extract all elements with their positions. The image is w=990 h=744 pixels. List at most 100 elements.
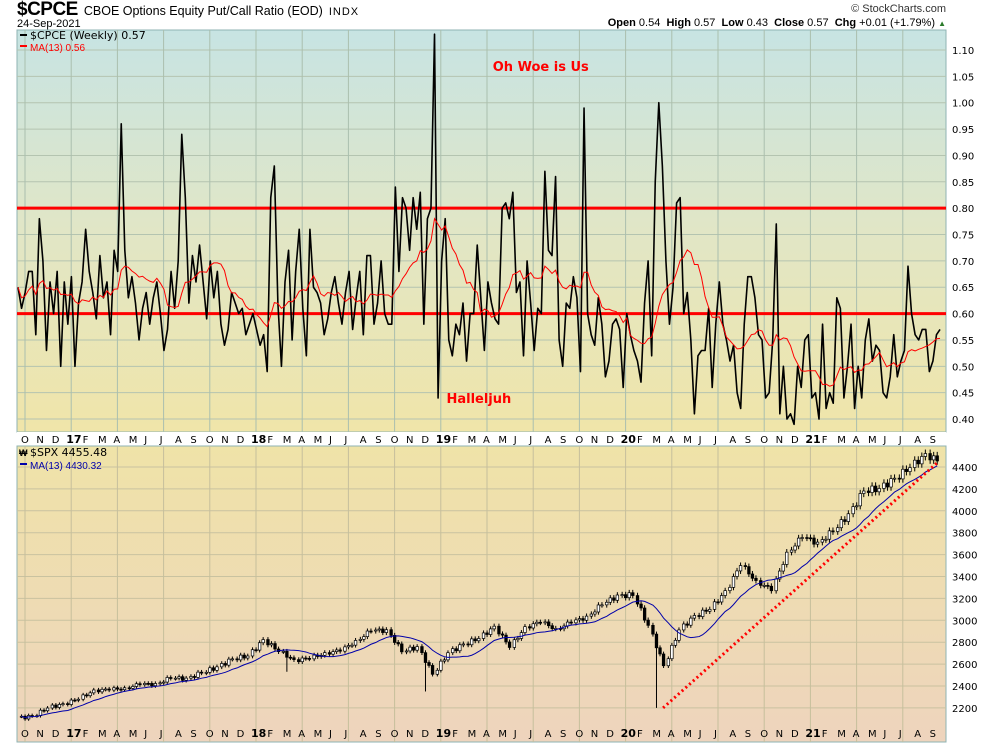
legend-cpce: $CPCE (Weekly) 0.57 [30, 29, 146, 42]
month-label: J [143, 435, 147, 446]
spx-bar [892, 477, 897, 480]
month-label: J [513, 435, 517, 446]
spx-bar [227, 658, 231, 666]
y-tick-label: 3600 [952, 551, 977, 562]
month-label: J [528, 729, 532, 740]
spx-bar [338, 649, 342, 652]
spx-bar [543, 621, 547, 624]
spx-bar [362, 636, 366, 640]
spx-bar [631, 592, 635, 596]
month-label: O [21, 729, 29, 740]
month-label: S [560, 729, 566, 740]
month-label: M [98, 729, 107, 740]
month-label: F [267, 729, 273, 740]
month-label: J [713, 729, 717, 740]
spx-bar [466, 643, 470, 646]
spx-bar [138, 683, 142, 686]
cpce-line [17, 33, 941, 426]
y-tick-label: 0.50 [952, 362, 974, 373]
spx-bar [815, 541, 820, 545]
spx-bar [627, 592, 631, 599]
spx-bar [327, 652, 332, 655]
spx-bar [208, 667, 212, 673]
month-label: A [360, 729, 367, 740]
spx-bar [369, 630, 373, 633]
spx-bar [774, 578, 778, 592]
spx-bar [173, 677, 178, 680]
spx-bar [389, 629, 393, 636]
y-tick-label: 0.55 [952, 336, 974, 347]
spx-bar [439, 660, 443, 671]
chg-label: Chg [834, 17, 857, 29]
y-tick-label: 4400 [952, 463, 977, 474]
month-label: N [776, 729, 783, 740]
spx-bar [673, 639, 678, 646]
month-label: A [175, 729, 182, 740]
legend-swatch-cpce [20, 34, 27, 36]
spx-bar [103, 688, 108, 691]
spx-bar [477, 638, 481, 642]
spx-bar [855, 505, 859, 508]
spx-bar [304, 657, 308, 660]
month-label: S [560, 435, 566, 446]
month-label: D [52, 435, 60, 446]
spx-bar [615, 594, 620, 601]
spx-bar [785, 551, 789, 565]
spx-bar [913, 459, 917, 468]
month-label: J [328, 435, 332, 446]
month-label: A [298, 729, 305, 740]
spx-bar [134, 683, 139, 687]
y-tick-label: 0.45 [952, 389, 974, 400]
spx-bar [728, 587, 732, 591]
spx-bar [374, 629, 378, 632]
spx-bar [100, 688, 104, 693]
spx-bar [858, 493, 862, 507]
spx-bar [635, 595, 640, 605]
year-label: 19 [436, 433, 451, 446]
month-label: F [822, 435, 828, 446]
spx-bar [793, 545, 797, 551]
month-label: A [729, 435, 736, 446]
spx-bar [107, 688, 111, 691]
spx-bar [420, 646, 424, 653]
month-label: N [221, 729, 228, 740]
y-tick-label: 0.80 [952, 204, 974, 215]
month-label: N [591, 729, 598, 740]
spx-bar [620, 594, 624, 596]
month-label: J [159, 729, 163, 740]
legend-swatch-ma-blue [20, 463, 27, 465]
spx-bar [935, 455, 939, 462]
month-label: A [853, 729, 860, 740]
y-tick-label: 2800 [952, 638, 977, 649]
month-label: M [652, 435, 661, 446]
month-label: M [314, 729, 323, 740]
spx-bar [781, 564, 785, 572]
month-label: J [328, 729, 332, 740]
month-label: S [375, 729, 381, 740]
month-label: N [406, 729, 413, 740]
spx-bar [250, 649, 255, 657]
open-value: 0.54 [638, 17, 661, 29]
month-label: M [283, 729, 292, 740]
spx-bar [415, 646, 419, 651]
spx-bar [584, 615, 589, 621]
spx-bar [353, 640, 358, 646]
spx-bar [778, 570, 782, 580]
spx-bar [500, 633, 505, 636]
spx-bar [719, 595, 724, 603]
spx-bar [358, 638, 362, 641]
spx-bar [492, 625, 496, 630]
spx-bar [666, 658, 670, 667]
spx-bar [600, 604, 604, 607]
legend-ma-spx: MA(13) 4430.32 [30, 461, 102, 472]
month-label: D [606, 729, 614, 740]
spx-bar [381, 628, 385, 633]
spx-bar [923, 453, 928, 457]
month-label: M [868, 435, 877, 446]
high-label: High [666, 17, 691, 29]
month-label: O [575, 729, 583, 740]
spx-bar [300, 657, 304, 663]
year-label: 21 [805, 727, 820, 740]
month-label: O [575, 435, 583, 446]
chart-date: 24-Sep-2021 [17, 18, 81, 30]
